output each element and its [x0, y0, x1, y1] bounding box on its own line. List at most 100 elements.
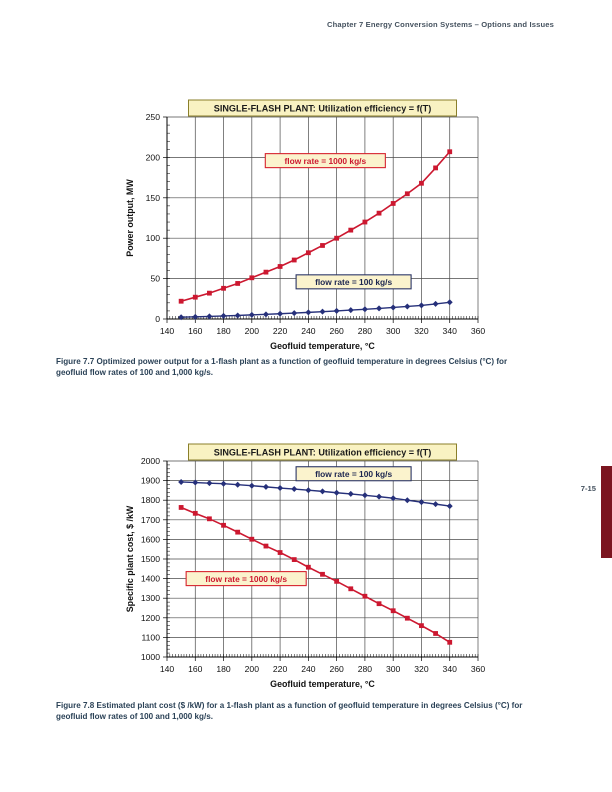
- data-point: [319, 308, 326, 315]
- y-axis-tick-label: 1100: [142, 632, 161, 642]
- data-point: [192, 294, 198, 300]
- data-point: [178, 314, 185, 321]
- y-axis-tick-label: 200: [146, 152, 161, 162]
- data-point: [334, 578, 340, 584]
- y-axis-tick-label: 0: [155, 314, 160, 324]
- data-point: [404, 303, 411, 310]
- data-point: [206, 480, 213, 487]
- y-axis-tick-label: 1000: [141, 652, 160, 662]
- chart-svg-7-8: 1000 1100 1200 1300 1400 1500 1600 1700 1800 1900…: [125, 443, 486, 689]
- data-point: [291, 486, 298, 493]
- x-axis-tick-label: 140: [160, 664, 175, 674]
- data-point: [220, 480, 227, 487]
- annotation-box-1: [185, 571, 307, 587]
- data-point: [361, 306, 368, 313]
- figure-caption-7-8: Figure 7.8 Estimated plant cost ($ /kW) …: [56, 701, 523, 722]
- annotation-label-0: flow rate = 100 kg/s: [315, 469, 392, 479]
- data-point: [404, 615, 410, 621]
- data-point: [262, 483, 269, 490]
- data-point: [347, 307, 354, 314]
- x-axis-tick-label: 360: [471, 664, 486, 674]
- page-number: 7-15: [580, 484, 596, 493]
- x-axis-tick-label: 240: [301, 326, 316, 336]
- y-axis-tick-label: 1400: [141, 574, 160, 584]
- x-axis-tick-label: 300: [386, 326, 401, 336]
- x-axis-tick-label: 140: [160, 326, 175, 336]
- page-edge-tab: [601, 466, 612, 558]
- data-point: [419, 180, 424, 186]
- data-point: [234, 481, 241, 488]
- data-point: [249, 275, 255, 281]
- data-point: [333, 307, 340, 314]
- data-point: [376, 601, 382, 607]
- data-point: [178, 478, 185, 485]
- data-point: [178, 505, 184, 510]
- data-point: [362, 593, 368, 599]
- data-point: [248, 482, 255, 489]
- x-axis-tick-label: 280: [358, 664, 373, 674]
- series-line-0: [181, 481, 450, 507]
- series-line-1: [181, 301, 450, 318]
- data-point: [432, 300, 439, 307]
- x-axis-tick-label: 180: [216, 326, 231, 336]
- annotation-box-0: [264, 153, 386, 169]
- data-point: [418, 499, 425, 506]
- x-axis-tick-label: 240: [301, 664, 316, 674]
- figure-7-8: 1000 1100 1200 1300 1400 1500 1600 1700 1800 1900…: [0, 432, 612, 721]
- y-axis-tick-label: 50: [150, 274, 160, 284]
- annotation-label-1: flow rate = 1000 kg/s: [205, 574, 287, 584]
- x-axis-tick-label: 260: [329, 326, 344, 336]
- data-point: [347, 490, 354, 497]
- x-axis-tick-label: 300: [386, 664, 401, 674]
- y-axis-tick-label: 1300: [141, 593, 160, 603]
- data-point: [390, 608, 396, 614]
- data-point: [446, 503, 453, 510]
- chart-title: SINGLE-FLASH PLANT: Utilization efficien…: [214, 104, 432, 114]
- data-point: [376, 210, 382, 216]
- chart-title: SINGLE-FLASH PLANT: Utilization efficien…: [214, 448, 432, 458]
- annotation-label-0: flow rate = 1000 kg/s: [284, 156, 366, 166]
- data-point: [234, 312, 241, 319]
- data-point: [447, 149, 453, 155]
- x-axis-tick-label: 320: [414, 664, 429, 674]
- data-point: [320, 243, 325, 248]
- x-axis-tick-label: 180: [216, 664, 231, 674]
- data-point: [206, 313, 213, 320]
- chart-title-box: [188, 99, 457, 117]
- data-point: [333, 489, 340, 496]
- x-axis-tick-label: 160: [188, 326, 203, 336]
- data-point: [262, 311, 269, 318]
- data-point: [404, 497, 411, 504]
- y-axis-tick-label: 2000: [141, 456, 160, 466]
- data-point: [348, 227, 354, 233]
- y-axis-tick-label: 1200: [141, 613, 160, 623]
- annotation-box-0: [295, 466, 412, 482]
- data-point: [178, 298, 184, 304]
- x-axis-title: Geofluid temperature, °C: [270, 679, 375, 689]
- data-point: [277, 310, 284, 317]
- y-axis-tick-label: 1800: [141, 495, 160, 505]
- data-point: [305, 564, 311, 570]
- y-axis-tick-label: 250: [146, 112, 161, 122]
- x-axis-tick-label: 220: [273, 664, 288, 674]
- figure-caption-7-7: Figure 7.7 Optimized power output for a …: [56, 357, 508, 378]
- data-point: [221, 285, 226, 291]
- data-point: [235, 529, 241, 535]
- data-point: [320, 571, 325, 577]
- chart-figure-7-8: 1000 1100 1200 1300 1400 1500 1600 1700 1800 1900…: [0, 432, 612, 697]
- x-axis-tick-label: 220: [273, 326, 288, 336]
- x-axis-tick-label: 160: [188, 664, 203, 674]
- data-point: [362, 219, 368, 225]
- y-axis-tick-label: 150: [146, 193, 161, 203]
- x-axis-tick-label: 340: [443, 664, 458, 674]
- y-axis-tick-label: 100: [146, 233, 161, 243]
- data-point: [348, 586, 354, 592]
- x-axis-tick-label: 200: [245, 664, 260, 674]
- annotation-box-1: [295, 274, 412, 290]
- data-point: [446, 299, 453, 306]
- data-point: [334, 235, 340, 241]
- data-point: [433, 165, 438, 171]
- data-point: [291, 310, 298, 317]
- x-axis-tick-label: 280: [358, 326, 373, 336]
- x-axis-tick-label: 360: [471, 326, 486, 336]
